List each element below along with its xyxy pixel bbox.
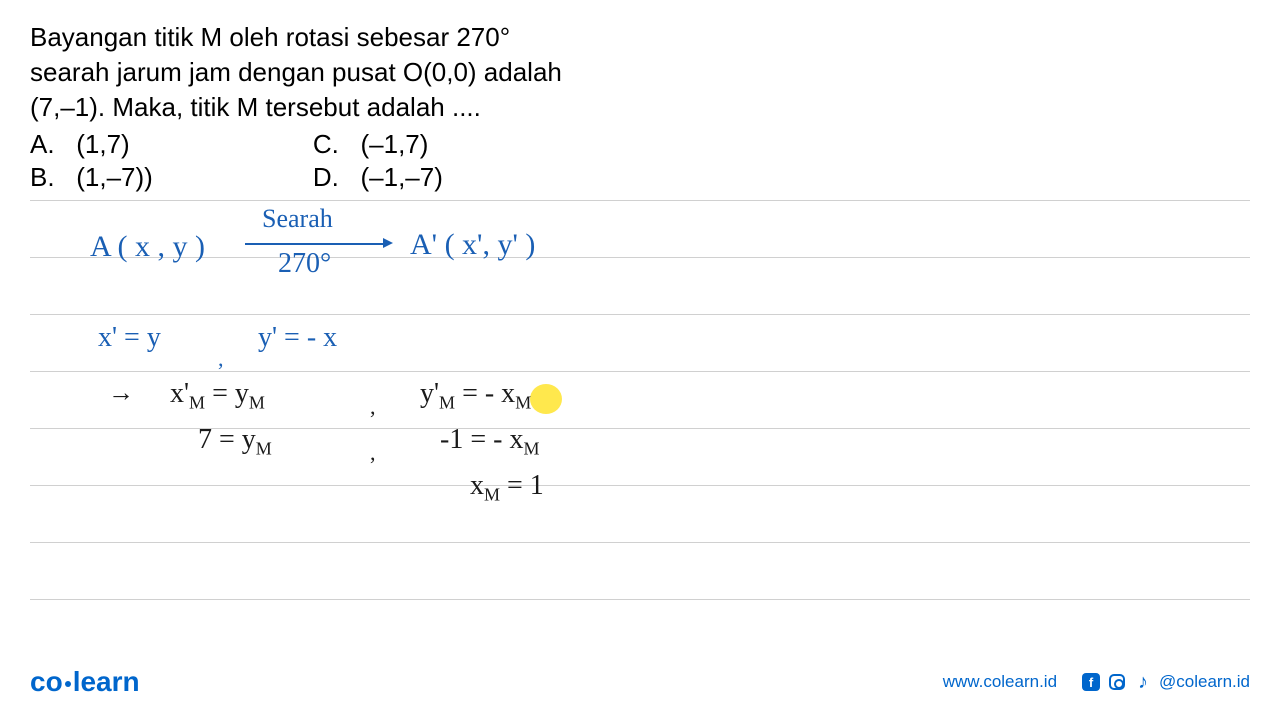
hw-comma-3: ,	[370, 440, 376, 466]
question-line-1: Bayangan titik M oleh rotasi sebesar 270…	[30, 20, 1250, 55]
option-a: A. (1,7)	[30, 129, 153, 160]
hw-7-ym: 7 = yM	[198, 424, 272, 460]
ruled-line	[30, 599, 1250, 600]
question-line-3: (7,–1). Maka, titik M tersebut adalah ..…	[30, 90, 1250, 125]
footer-url: www.colearn.id	[943, 672, 1057, 692]
logo-learn: learn	[73, 666, 140, 697]
arrow-head-icon	[383, 238, 393, 248]
option-b: B. (1,–7))	[30, 162, 153, 193]
ruled-line	[30, 542, 1250, 543]
logo: colearn	[30, 666, 140, 698]
arrow-line	[245, 243, 385, 245]
hw-comma-2: ,	[370, 394, 376, 420]
ruled-line	[30, 314, 1250, 315]
facebook-icon: f	[1081, 672, 1101, 692]
social-handle: @colearn.id	[1159, 672, 1250, 692]
logo-co: co	[30, 666, 63, 697]
social-icons: f ♪ @colearn.id	[1081, 672, 1250, 692]
ruled-line	[30, 485, 1250, 486]
instagram-icon	[1107, 672, 1127, 692]
option-d: D. (–1,–7)	[313, 162, 443, 193]
ruled-line	[30, 257, 1250, 258]
footer: colearn www.colearn.id f ♪ @colearn.id	[30, 666, 1250, 698]
hw-xm-ym: x'M = yM	[170, 378, 265, 414]
hw-neg1-negxm: -1 = - xM	[440, 424, 539, 460]
hw-270: 270°	[278, 248, 331, 280]
highlight-mark	[530, 384, 562, 414]
options-container: A. (1,7) B. (1,–7)) C. (–1,7) D. (–1,–7)	[30, 129, 1250, 193]
logo-dot-icon	[65, 681, 71, 687]
hw-xprime-y: x' = y	[98, 322, 161, 354]
question-text: Bayangan titik M oleh rotasi sebesar 270…	[30, 20, 1250, 125]
footer-right: www.colearn.id f ♪ @colearn.id	[943, 672, 1250, 692]
hw-ym-negxm: y'M = - xM	[420, 378, 531, 414]
hw-comma-1: ,	[218, 346, 224, 372]
hw-a-prime: A' ( x', y' )	[410, 228, 535, 262]
tiktok-icon: ♪	[1133, 672, 1153, 692]
arrow-icon: →	[108, 378, 134, 408]
question-line-2: searah jarum jam dengan pusat O(0,0) ada…	[30, 55, 1250, 90]
ruled-line	[30, 200, 1250, 201]
hw-searah: Searah	[262, 204, 333, 234]
option-c: C. (–1,7)	[313, 129, 443, 160]
hw-a-xy: A ( x , y )	[90, 230, 205, 264]
hw-xm-1: xM = 1	[470, 470, 544, 506]
ruled-line	[30, 371, 1250, 372]
hw-yprime-negx: y' = - x	[258, 322, 337, 354]
